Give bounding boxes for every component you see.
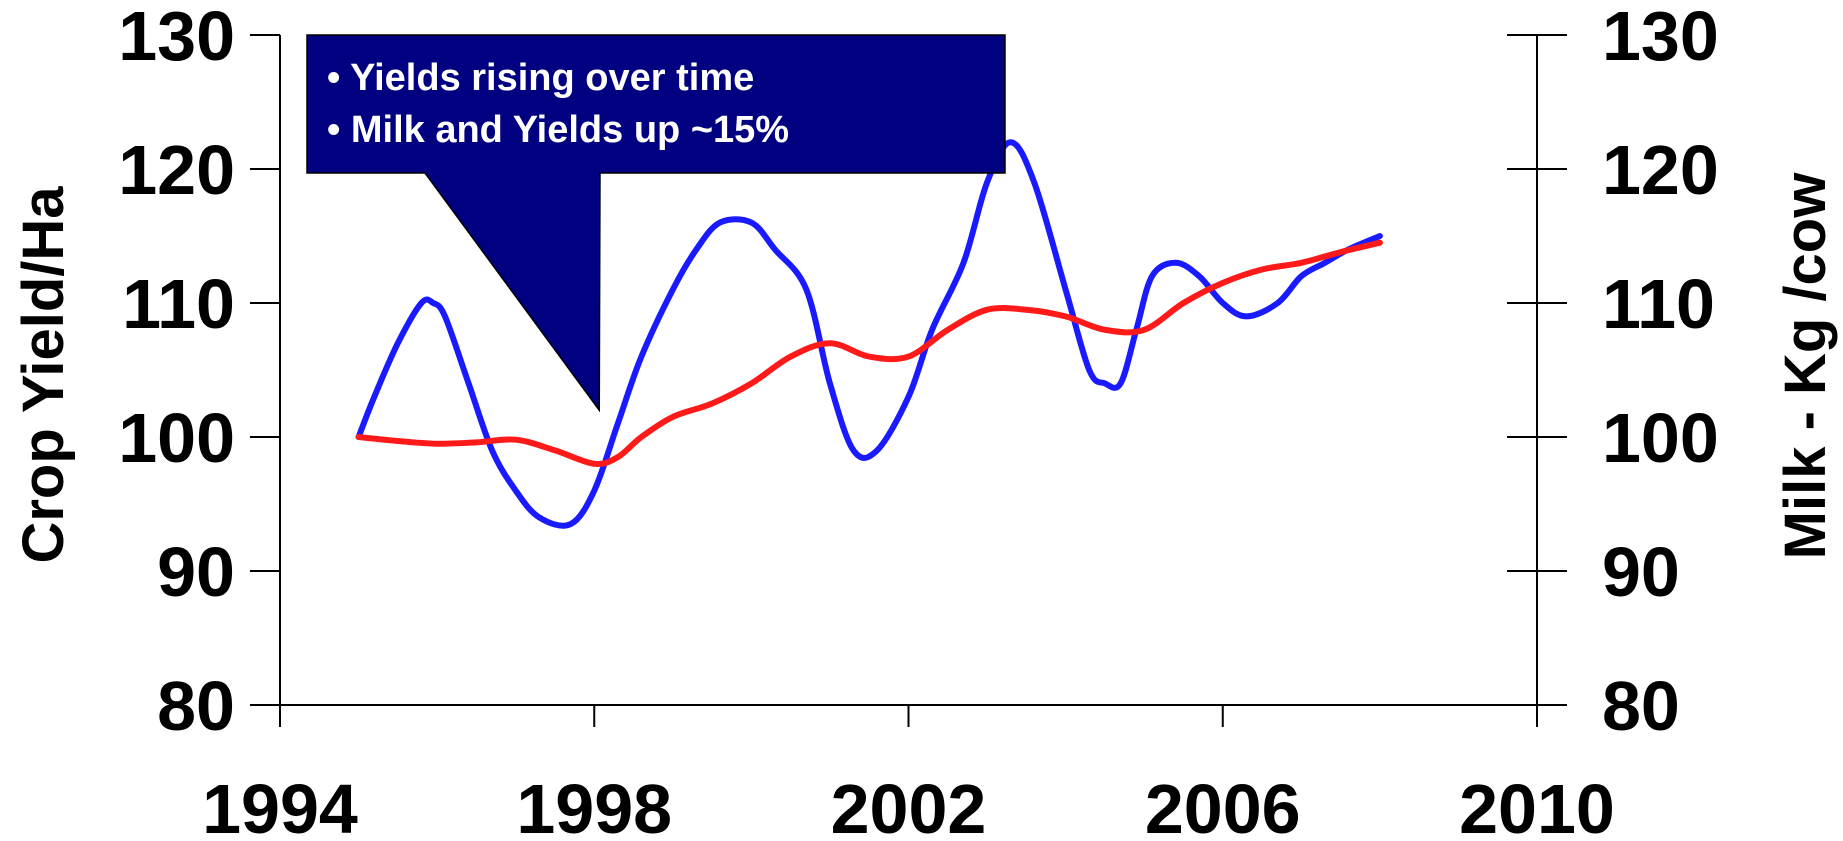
x-tick-label: 1998: [516, 770, 672, 841]
y-tick-label-right: 90: [1602, 533, 1680, 611]
callout-line-2: • Milk and Yields up ~15%: [327, 109, 789, 151]
y-tick-label-left: 110: [122, 265, 235, 343]
y-tick-label-right: 120: [1602, 131, 1719, 209]
y-tick-label-left: 80: [157, 667, 235, 745]
x-tick-label: 2010: [1459, 770, 1615, 841]
x-tick-label: 1994: [202, 770, 358, 841]
callout-box: [306, 34, 1006, 413]
x-tick-label: 2002: [831, 770, 987, 841]
series-line-1: [355, 139, 1383, 529]
y-tick-label-right: 110: [1602, 265, 1715, 343]
y-tick-label-right: 80: [1602, 667, 1680, 745]
y-tick-label-left: 120: [118, 131, 235, 209]
y-tick-label-left: 130: [118, 0, 235, 75]
callout: • Yields rising over time • Milk and Yiel…: [306, 34, 1006, 413]
y-axis-title-left: Crop Yield/Ha: [11, 186, 76, 564]
series-line-2: [355, 239, 1383, 468]
tick-labels: 80 80 90 90 100 100 110 110 120 120 130 130 1994 1998…: [118, 0, 1719, 841]
y-tick-label-left: 100: [118, 399, 235, 477]
x-tick-label: 2006: [1145, 770, 1301, 841]
callout-line-1: • Yields rising over time: [327, 57, 754, 99]
y-tick-label-right: 100: [1602, 399, 1719, 477]
series-layer: [355, 139, 1383, 529]
y-axis-title-right: Milk - Kg /cow: [1773, 172, 1838, 560]
axes: [250, 34, 1567, 727]
y-tick-label-right: 130: [1602, 0, 1719, 75]
y-tick-label-left: 90: [157, 533, 235, 611]
